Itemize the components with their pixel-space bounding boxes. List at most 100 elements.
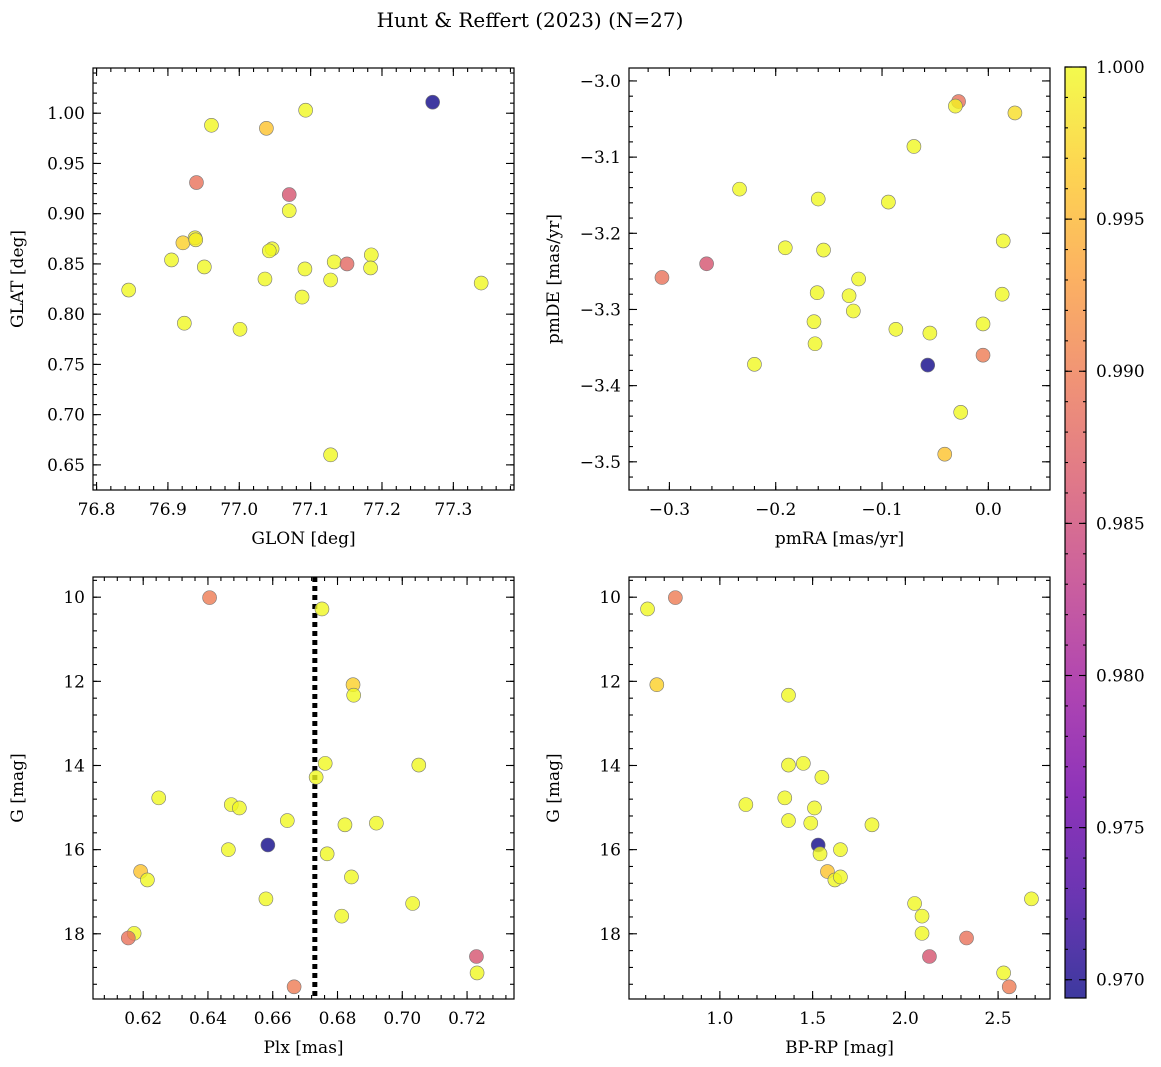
data-point	[337, 817, 353, 833]
data-point	[777, 790, 793, 806]
y-tick-label: −3.2	[580, 224, 621, 244]
data-point	[175, 235, 191, 251]
data-point	[202, 590, 217, 605]
data-point	[738, 797, 754, 812]
colorbar-tick-label: 0.970	[1096, 971, 1145, 991]
data-point	[281, 187, 297, 202]
data-point	[781, 687, 796, 703]
data-point	[221, 842, 236, 857]
data-point	[881, 194, 896, 210]
data-point	[914, 926, 930, 941]
data-point	[344, 869, 359, 885]
data-point	[649, 677, 665, 693]
colorbar-tick-label: 0.975	[1096, 819, 1145, 839]
x-tick-label: 1.5	[799, 1009, 826, 1029]
data-point	[369, 815, 384, 831]
data-point	[996, 965, 1011, 981]
colorbar-tick-label: 1.000	[1096, 58, 1145, 78]
x-tick-label: −0.2	[755, 500, 796, 520]
data-point	[411, 757, 427, 773]
minor-ticks	[93, 68, 514, 490]
data-point	[281, 203, 297, 218]
data-point	[197, 259, 212, 275]
scatter-panels: 76.8 76.9 77.0 77.1 77.2 77.3 0.65 0.70 0.75 0.80…	[8, 67, 1051, 1058]
x-axis-label: BP-RP [mag]	[785, 1038, 894, 1058]
data-point	[864, 817, 880, 833]
data-point	[841, 288, 857, 304]
data-point	[151, 790, 167, 806]
data-point	[121, 282, 136, 298]
data-point	[906, 139, 922, 154]
data-point	[833, 842, 848, 857]
x-tick-label: −0.3	[649, 500, 690, 520]
x-axis-label: GLON [deg]	[251, 529, 355, 549]
y-tick-label: −3.0	[580, 72, 621, 92]
colorbar: 0.970 0.975 0.980 0.985 0.990 0.995 1.000	[1064, 58, 1145, 999]
y-tick-label: 0.90	[47, 205, 85, 225]
data-point	[814, 769, 830, 785]
y-tick-label: 1.00	[47, 104, 85, 124]
scatter-points	[120, 590, 485, 995]
y-tick-label: 14	[599, 756, 621, 776]
data-point	[812, 846, 828, 862]
data-point	[294, 289, 310, 305]
data-point	[280, 813, 295, 828]
data-point	[308, 769, 324, 785]
x-tick-label: −0.1	[861, 500, 902, 520]
x-tick-label: 77.0	[220, 500, 258, 520]
data-point	[833, 869, 848, 885]
panel-proper-motion: −0.3 −0.2 −0.1 0.0 −3.5 −3.4 −3.3 −3.2 −3.1 −3.0 p…	[544, 67, 1051, 549]
data-point	[286, 979, 302, 995]
colorbar-fill	[1065, 67, 1086, 998]
scatter-points	[121, 94, 489, 463]
data-point	[140, 872, 155, 888]
data-point	[232, 800, 247, 816]
x-tick-label: 0.64	[189, 1009, 227, 1029]
scatter-points	[640, 590, 1039, 995]
data-point	[425, 94, 440, 110]
minor-ticks	[629, 577, 1050, 999]
data-point	[807, 800, 822, 816]
data-point	[810, 191, 826, 207]
x-tick-label: 77.1	[292, 500, 330, 520]
data-point	[339, 256, 355, 272]
data-point	[334, 908, 350, 924]
data-point	[204, 117, 219, 133]
panel-parallax-magnitude: 0.62 0.64 0.66 0.68 0.70 0.72 10 12 14 16 18 Plx [m…	[8, 576, 515, 1058]
panel-position: 76.8 76.9 77.0 77.1 77.2 77.3 0.65 0.70 0.75 0.80…	[8, 67, 515, 549]
data-point	[323, 447, 338, 463]
y-tick-label: 18	[63, 925, 85, 945]
minor-ticks	[93, 577, 514, 999]
data-point	[640, 601, 655, 617]
y-tick-label: 18	[599, 925, 621, 945]
x-axis-label: pmRA [mas/yr]	[775, 529, 904, 549]
data-point	[473, 275, 489, 291]
y-axis-label: G [mag]	[544, 753, 564, 822]
y-tick-label: 12	[63, 672, 85, 692]
y-tick-label: 0.75	[47, 355, 85, 375]
data-point	[469, 965, 485, 981]
y-tick-label: −3.5	[580, 453, 621, 473]
data-point	[732, 181, 747, 197]
y-tick-label: 10	[63, 588, 85, 608]
data-point	[317, 756, 333, 771]
data-point	[232, 321, 248, 337]
x-tick-label: 0.68	[319, 1009, 357, 1029]
x-tick-label: 77.3	[434, 500, 472, 520]
data-point	[809, 285, 825, 301]
data-point	[953, 405, 968, 420]
data-point	[120, 930, 136, 946]
x-tick-label: 2.0	[892, 1009, 919, 1029]
x-tick-label: 76.8	[78, 500, 116, 520]
data-point	[807, 336, 823, 352]
data-point	[995, 233, 1011, 249]
y-tick-label: 14	[63, 756, 85, 776]
y-tick-label: 0.95	[47, 154, 85, 174]
data-point	[914, 908, 930, 924]
y-tick-label: 0.80	[47, 305, 85, 325]
axes-frame	[628, 67, 1051, 491]
data-point	[948, 98, 963, 114]
colorbar-tick-label: 0.980	[1096, 666, 1145, 686]
x-axis-label: Plx [mas]	[263, 1038, 343, 1058]
data-point	[260, 837, 276, 853]
